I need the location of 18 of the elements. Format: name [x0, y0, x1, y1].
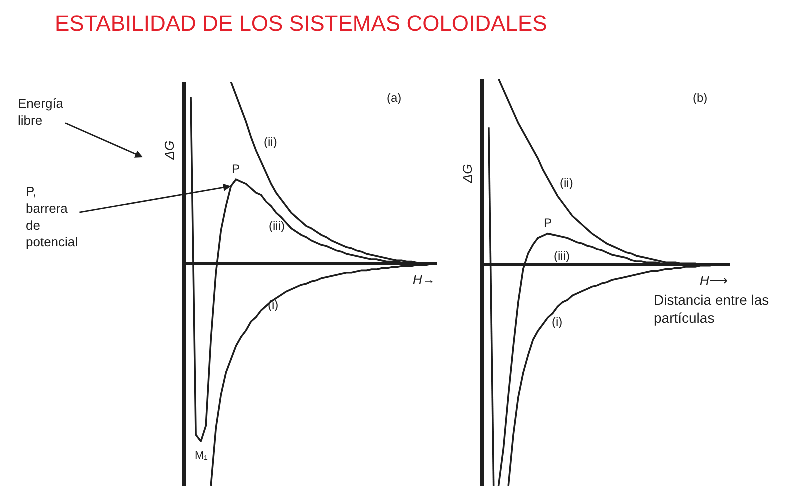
series-label: (ii)	[264, 135, 278, 149]
text: P, barrera de potencial	[26, 184, 78, 250]
x-axis-title: H⟶	[700, 273, 728, 288]
x-axis-title: H→	[413, 272, 436, 287]
annotation: P	[232, 162, 240, 176]
text: Energía libre	[18, 96, 64, 128]
y-axis-title: ΔG	[162, 140, 178, 161]
annotation: M₁	[195, 450, 208, 462]
annotation: Distancia entre las partículas	[654, 292, 770, 326]
series-label: (ii)	[560, 176, 574, 190]
annotation: P	[544, 216, 552, 230]
series-label: (iii)	[269, 219, 285, 233]
y-axis-title: ΔG	[460, 164, 475, 184]
series-label: (i)	[552, 315, 563, 329]
annotation: (a)	[387, 91, 402, 105]
series-label: (iii)	[554, 249, 570, 263]
annotation: (b)	[693, 91, 708, 105]
chart-title: ESTABILIDAD DE LOS SISTEMAS COLOIDALES	[55, 11, 548, 37]
